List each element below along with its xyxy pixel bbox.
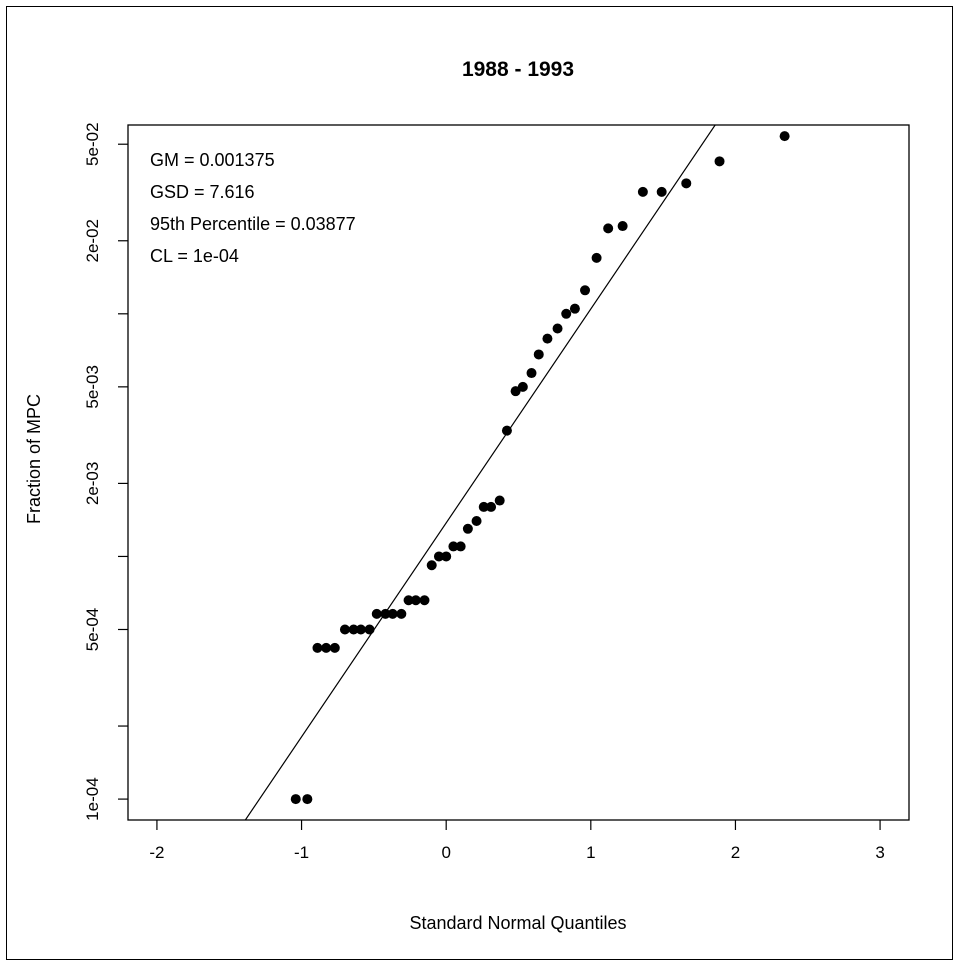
data-point <box>494 495 505 506</box>
x-tick-label: 2 <box>731 843 740 862</box>
x-tick-label: -1 <box>294 843 309 862</box>
data-point <box>419 595 430 606</box>
data-point <box>552 323 563 334</box>
data-point <box>290 794 301 805</box>
y-tick-label: 2e-03 <box>83 462 102 505</box>
data-point <box>681 178 692 189</box>
y-axis-label: Fraction of MPC <box>24 394 44 524</box>
data-point <box>580 285 591 296</box>
data-point <box>478 501 489 512</box>
x-axis-label: Standard Normal Quantiles <box>409 913 626 933</box>
plot-marks: -2 -1 0 1 2 3 1e-04 5e-04 2e-03 5e-03 2e-02 5e-02 GM… <box>83 122 910 862</box>
data-point <box>471 515 482 526</box>
fit-line <box>244 125 716 820</box>
data-point <box>364 624 375 635</box>
data-point <box>302 794 313 805</box>
x-tick-label: 1 <box>586 843 595 862</box>
x-tick-label: 0 <box>441 843 450 862</box>
data-point <box>569 303 580 314</box>
plot-area-border <box>127 124 910 821</box>
data-point <box>371 608 382 619</box>
data-point <box>462 523 473 534</box>
data-point <box>779 131 790 142</box>
y-tick-label: 5e-04 <box>83 608 102 651</box>
stat-annotation: GSD = 7.616 <box>150 182 255 202</box>
y-tick-label: 1e-04 <box>83 777 102 820</box>
data-point <box>380 608 391 619</box>
data-point <box>321 642 332 653</box>
y-tick-label: 5e-02 <box>83 122 102 165</box>
data-point <box>486 501 497 512</box>
data-point <box>510 386 521 397</box>
data-point <box>501 425 512 436</box>
data-point <box>312 642 323 653</box>
data-point <box>410 595 421 606</box>
y-tick-label: 2e-02 <box>83 219 102 262</box>
data-point <box>387 608 398 619</box>
data-point <box>329 642 340 653</box>
data-point <box>441 551 452 562</box>
y-tick-label: 5e-03 <box>83 365 102 408</box>
data-point <box>656 186 667 197</box>
data-point <box>433 551 444 562</box>
data-point <box>517 381 528 392</box>
data-point <box>637 186 648 197</box>
data-point <box>339 624 350 635</box>
data-point <box>542 333 553 344</box>
data-point <box>603 223 614 234</box>
figure-frame <box>6 6 953 960</box>
data-point <box>714 156 725 167</box>
x-tick-label: 3 <box>875 843 884 862</box>
chart-title: 1988 - 1993 <box>462 58 574 81</box>
data-point <box>455 541 466 552</box>
data-point <box>396 608 407 619</box>
stat-annotation: CL = 1e-04 <box>150 246 239 266</box>
data-point <box>533 349 544 360</box>
data-point <box>448 541 459 552</box>
data-point <box>617 221 628 232</box>
data-point <box>403 595 414 606</box>
data-point <box>591 252 602 263</box>
stat-annotation: GM = 0.001375 <box>150 150 275 170</box>
data-point <box>561 308 572 319</box>
data-point <box>348 624 359 635</box>
stat-annotation: 95th Percentile = 0.03877 <box>150 214 356 234</box>
data-point <box>426 560 437 571</box>
data-point <box>355 624 366 635</box>
data-point <box>526 368 537 379</box>
x-tick-label: -2 <box>149 843 164 862</box>
